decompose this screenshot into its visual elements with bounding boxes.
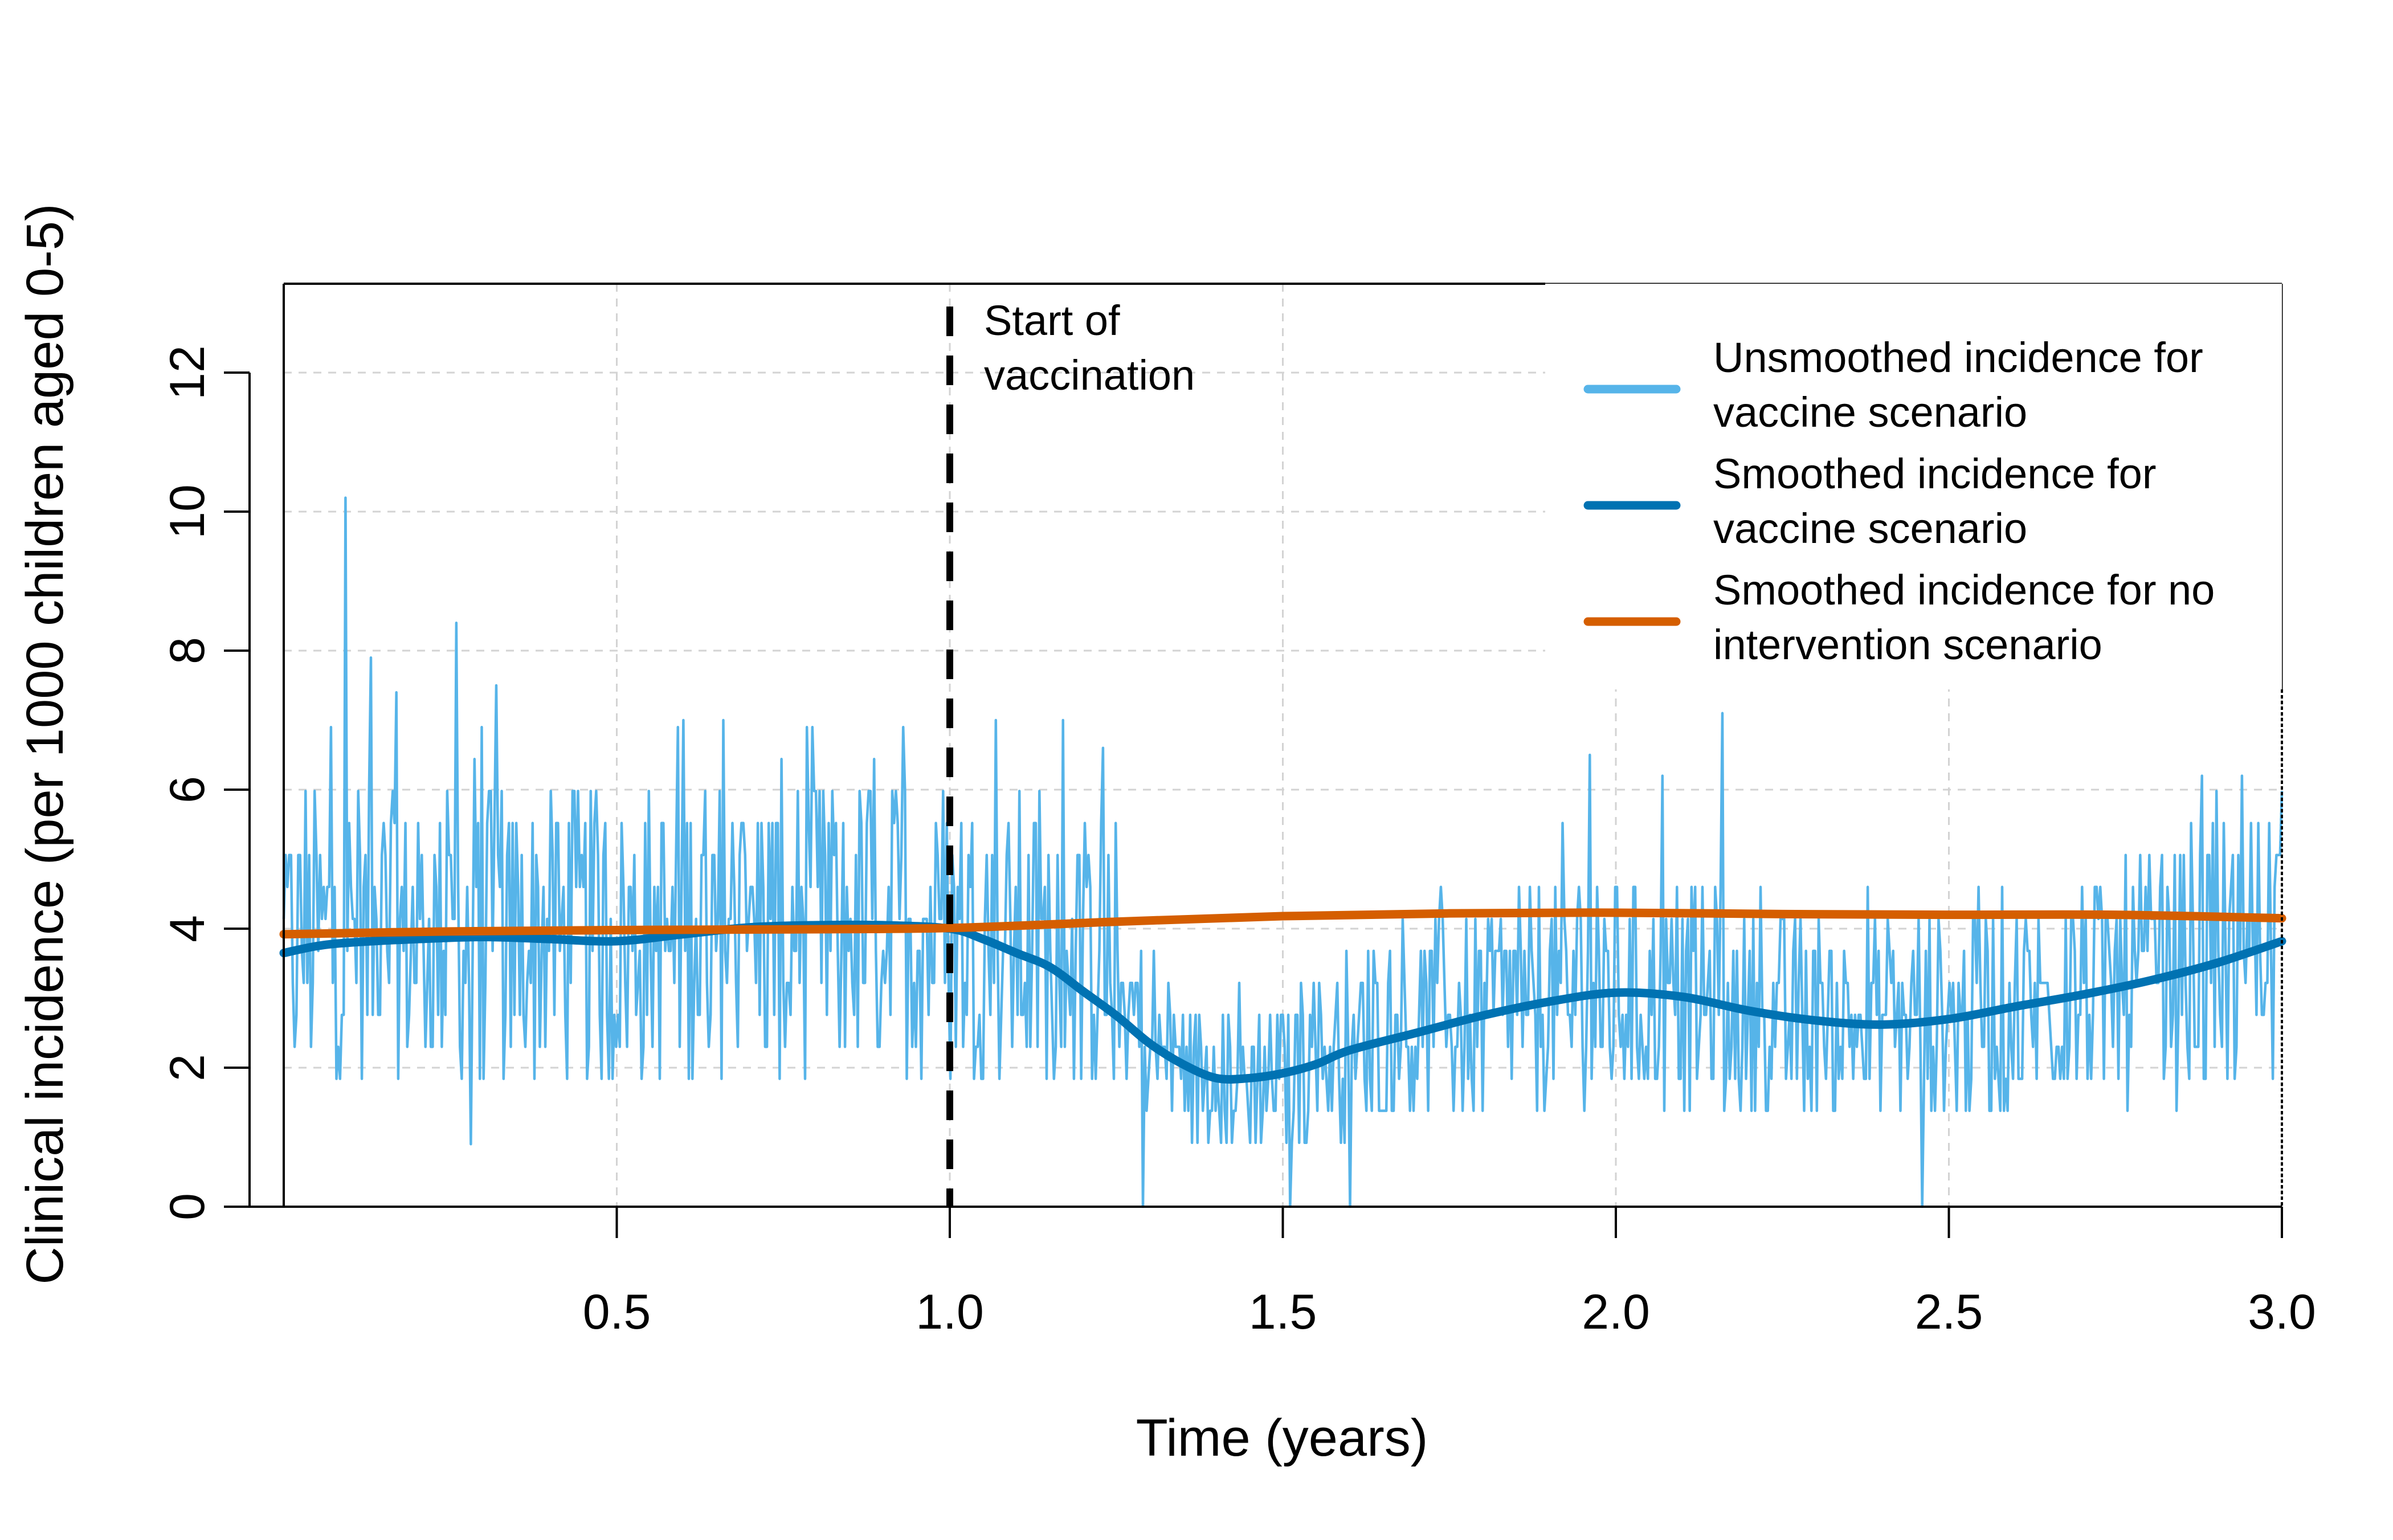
legend-label-line1: Smoothed incidence for (1713, 450, 2156, 497)
x-tick-label: 0.5 (583, 1285, 651, 1339)
legend-label-line2: intervention scenario (1713, 621, 2102, 668)
x-tick-label: 3.0 (2248, 1285, 2316, 1339)
annotation-label-line2: vaccination (984, 352, 1195, 399)
annotation-label-line1: Start of (984, 297, 1120, 344)
y-tick-label: 12 (160, 345, 215, 400)
x-tick-label: 2.5 (1915, 1285, 1983, 1339)
y-tick-label: 0 (160, 1193, 215, 1220)
y-tick-label: 4 (160, 915, 215, 942)
legend-label-line2: vaccine scenario (1713, 505, 2027, 552)
y-axis-title: Clinical incidence (per 1000 children ag… (16, 203, 74, 1284)
annotation-layer: Start of vaccination (946, 297, 1195, 1207)
x-tick-label: 1.0 (916, 1285, 984, 1339)
y-tick-label: 2 (160, 1054, 215, 1081)
y-tick-label: 10 (160, 484, 215, 539)
series-line-smoothed_no_intervention (279, 908, 2286, 939)
y-tick-label: 8 (160, 637, 215, 664)
x-tick-label: 2.0 (1582, 1285, 1650, 1339)
legend-label-line2: vaccine scenario (1713, 389, 2027, 436)
series-line-smoothed_vaccine (279, 920, 2286, 1084)
legend-label-line1: Unsmoothed incidence for (1713, 334, 2203, 381)
x-axis-title: Time (years) (1136, 1409, 1428, 1467)
legend: Unsmoothed incidence for vaccine scenario… (1545, 284, 2282, 689)
series-line-unsmoothed_vaccine (282, 496, 2284, 1208)
series-layer (279, 496, 2286, 1208)
legend-label-line1: Smoothed incidence for no (1713, 566, 2215, 614)
y-tick-label: 6 (160, 776, 215, 803)
x-tick-label: 1.5 (1249, 1285, 1317, 1339)
